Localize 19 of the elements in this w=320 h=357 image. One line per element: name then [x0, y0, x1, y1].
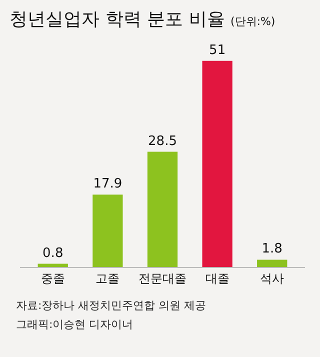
data-label: 17.9	[93, 176, 122, 192]
bar	[202, 60, 232, 267]
x-tick-label: 석사	[260, 271, 284, 286]
x-tick-label: 대졸	[205, 271, 230, 286]
x-tick-label: 고졸	[96, 271, 120, 286]
bar	[147, 152, 178, 267]
data-label: 0.8	[42, 246, 64, 261]
bar	[92, 194, 123, 267]
chart-subtitle: (단위:%)	[230, 15, 276, 28]
text: 그래픽:이승현 디자이너	[16, 318, 134, 331]
data-label: 1.8	[262, 242, 282, 257]
data-label: 28.5	[148, 134, 177, 149]
text: 자료:장하나 새정치민주연합 의원 제공	[16, 299, 206, 312]
x-tick-label: 전문대졸	[138, 271, 186, 286]
bar	[257, 260, 288, 267]
data-label: 51	[209, 42, 226, 58]
x-tick-label: 중졸	[40, 271, 65, 286]
bar	[38, 264, 68, 267]
chart-title: 청년실업자 학력 분포 비율	[10, 9, 225, 30]
